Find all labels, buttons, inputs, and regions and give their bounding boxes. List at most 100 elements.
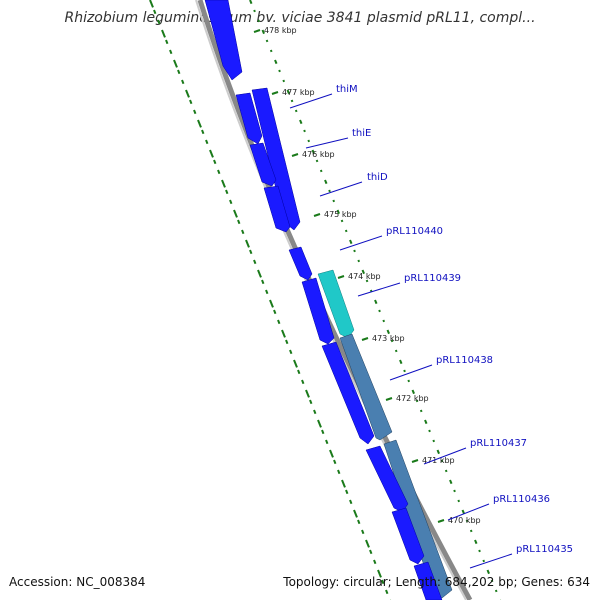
gc-skew-dash: [457, 499, 461, 503]
cds-arrow[interactable]: [321, 341, 375, 445]
gc-skew-dash: [329, 449, 334, 458]
kbp-tick: [337, 275, 345, 279]
gc-skew-dash: [357, 259, 361, 263]
gc-skew-dash: [469, 529, 473, 533]
gene-label-pRL110436[interactable]: pRL110436: [493, 494, 550, 505]
gc-skew-dash: [297, 369, 301, 375]
cds-arrow[interactable]: [391, 507, 425, 565]
gc-skew-dash: [353, 509, 358, 518]
gc-skew-dash: [373, 559, 377, 565]
gc-skew-dash: [278, 69, 281, 73]
gc-skew-dash: [181, 79, 185, 85]
kbp-tick-label: 472 kbp: [396, 394, 429, 403]
gene-label-pRL110439[interactable]: pRL110439: [404, 273, 461, 284]
gc-skew-dash: [361, 529, 365, 535]
gene-leader-line: [339, 235, 383, 251]
gene-leader-line: [357, 282, 401, 297]
gc-skew-dash: [303, 129, 306, 133]
gc-skew-dash: [424, 419, 428, 425]
cds-arrow[interactable]: [235, 92, 263, 145]
gc-skew-dash: [341, 479, 346, 488]
kbp-tick-label: 471 kbp: [422, 456, 455, 465]
gc-skew-dash: [225, 189, 229, 195]
gc-skew-dash: [213, 159, 217, 165]
gc-skew-dash: [328, 189, 331, 193]
gc-skew-dash: [305, 389, 310, 398]
gc-skew-dash: [336, 209, 340, 215]
gc-skew-dash: [319, 169, 323, 173]
gene-label-pRL110435[interactable]: pRL110435: [516, 544, 573, 555]
gc-skew-dash: [382, 319, 386, 323]
gc-skew-dash: [482, 559, 486, 563]
gc-skew-dash: [374, 299, 378, 305]
kbp-tick-label: 470 kbp: [448, 516, 481, 525]
gc-skew-dash: [377, 569, 382, 578]
gc-skew-dash: [205, 139, 209, 145]
gc-skew-dash: [293, 359, 298, 368]
cds-arrow[interactable]: [204, 0, 243, 81]
gc-skew-dash: [390, 339, 394, 343]
gc-skew-dash: [309, 399, 313, 405]
gc-skew-dash: [349, 499, 353, 505]
gene-label-thiE[interactable]: thiE: [352, 128, 371, 139]
gc-skew-dash: [474, 539, 478, 545]
gc-skew-dash: [399, 359, 403, 365]
gc-skew-dash: [221, 179, 226, 188]
kbp-tick: [313, 213, 321, 217]
cds-arrow-pRL110439[interactable]: [317, 269, 355, 339]
gc-skew-dash: [494, 589, 498, 593]
gc-skew-dash: [193, 109, 197, 115]
gc-skew-dash: [333, 459, 337, 465]
gc-skew-dash: [428, 429, 431, 433]
gc-skew-dash: [340, 219, 344, 223]
kbp-tick: [437, 519, 445, 523]
inner-dotted-track: [249, 0, 502, 600]
cds-arrow[interactable]: [263, 185, 291, 233]
gene-label-thiD[interactable]: thiD: [367, 172, 388, 183]
gc-skew-dash: [241, 229, 245, 235]
cds-arrow[interactable]: [249, 142, 277, 187]
cds-arrow[interactable]: [365, 445, 409, 513]
gc-skew-dash: [444, 469, 448, 473]
gc-skew-dash: [357, 519, 361, 525]
gc-skew-dash: [365, 539, 370, 548]
gc-skew-dash: [201, 129, 205, 135]
gc-skew-dash: [237, 219, 241, 225]
gene-label-pRL110438[interactable]: pRL110438: [436, 355, 493, 366]
gc-skew-dash: [317, 419, 322, 428]
gc-skew-dash: [245, 239, 250, 248]
kbp-ruler: 478 kbp 477 kbp 476 kbp 475 kbp 474 kbp 473 k…: [253, 26, 481, 525]
gc-skew-dash: [249, 249, 253, 255]
gc-skew-dash: [299, 119, 303, 125]
gene-label-thiM[interactable]: thiM: [336, 84, 358, 95]
gc-skew-dash: [290, 99, 294, 103]
gene-label-layer: thiM thiE thiD pRL110440 pRL110439 pRL110438 p…: [289, 84, 573, 569]
gc-skew-dash: [161, 29, 166, 38]
gene-label-pRL110437[interactable]: pRL110437: [470, 438, 527, 449]
gene-leader-line: [423, 447, 467, 465]
gc-skew-dash: [265, 289, 269, 295]
gene-label-pRL110440[interactable]: pRL110440: [386, 226, 443, 237]
gc-skew-dash: [257, 269, 262, 278]
gc-skew-dash: [269, 49, 273, 53]
gc-skew-dash: [157, 19, 161, 25]
gc-skew-dash: [282, 79, 286, 83]
gc-skew-dash: [165, 39, 169, 45]
gc-skew-dash: [453, 489, 456, 493]
cds-arrow[interactable]: [288, 246, 313, 281]
gc-skew-dash: [381, 579, 385, 585]
gc-skew-dash: [253, 259, 257, 265]
gc-skew-dash: [261, 279, 265, 285]
gene-leader-line: [289, 93, 333, 109]
gc-skew-dash: [361, 269, 365, 275]
cds-arrow-pRL110438[interactable]: [339, 333, 393, 441]
kbp-tick: [271, 91, 279, 95]
gc-skew-dash: [365, 279, 369, 283]
kbp-tick-label: 476 kbp: [302, 150, 335, 159]
map-title: Rhizobium leguminosarum bv. viciae 3841 …: [64, 10, 536, 26]
cds-arrow[interactable]: [413, 561, 443, 600]
gc-skew-dash: [321, 429, 325, 435]
cds-arrow[interactable]: [301, 277, 335, 345]
gc-skew-dash: [285, 339, 289, 345]
gc-skew-dash: [273, 309, 277, 315]
